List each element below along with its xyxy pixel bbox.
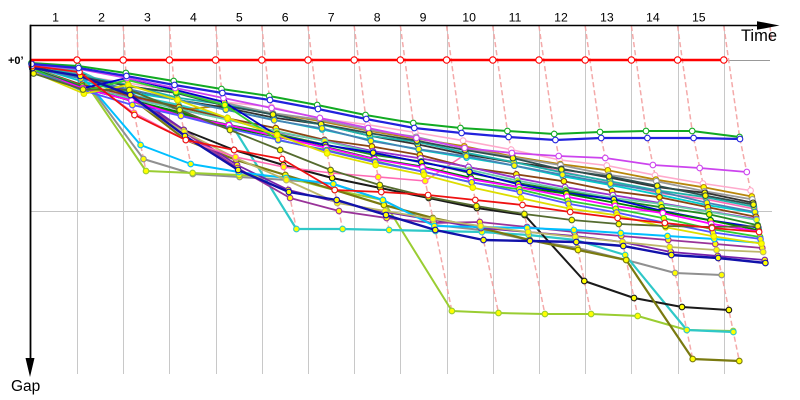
svg-text:14: 14 xyxy=(646,11,660,25)
svg-text:7: 7 xyxy=(328,11,335,25)
svg-text:9: 9 xyxy=(420,11,427,25)
svg-text:Gap: Gap xyxy=(11,378,40,395)
svg-text:Time: Time xyxy=(741,27,777,45)
svg-text:+0’: +0’ xyxy=(8,55,24,67)
svg-text:2: 2 xyxy=(98,11,105,25)
svg-text:15: 15 xyxy=(692,11,706,25)
svg-text:10: 10 xyxy=(462,11,476,25)
svg-text:8: 8 xyxy=(374,11,381,25)
svg-text:13: 13 xyxy=(600,11,614,25)
svg-text:11: 11 xyxy=(509,11,522,25)
svg-text:6: 6 xyxy=(282,11,289,25)
svg-text:4: 4 xyxy=(190,11,197,25)
svg-text:12: 12 xyxy=(554,11,568,25)
svg-text:1: 1 xyxy=(52,11,59,25)
svg-text:3: 3 xyxy=(144,11,151,25)
svg-text:5: 5 xyxy=(236,11,243,25)
